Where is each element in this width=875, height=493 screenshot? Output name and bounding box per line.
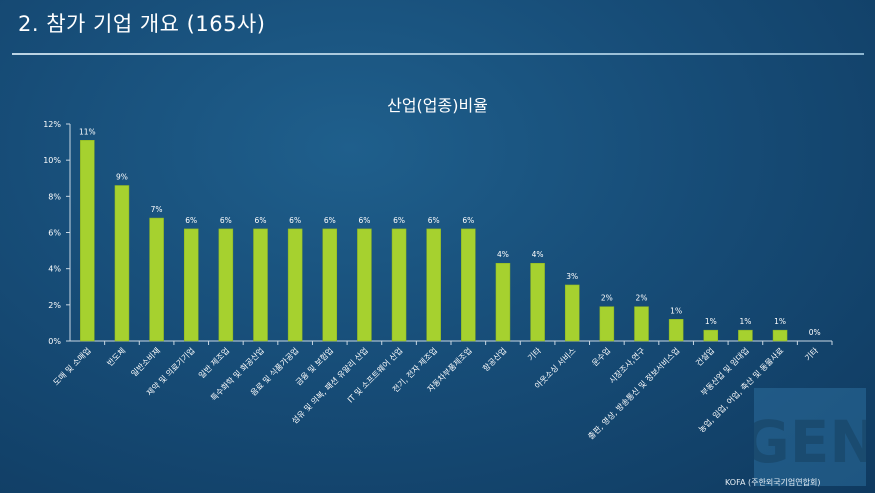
x-tick-label: 반도체 (105, 345, 128, 368)
data-label: 2% (636, 294, 648, 303)
data-label: 4% (532, 250, 544, 259)
bar (357, 228, 372, 342)
slide-title: 2. 참가 기업 개요 (165사) (18, 12, 266, 36)
x-tick-label: 항공산업 (480, 345, 508, 373)
gen-logo: GEN (754, 388, 866, 486)
y-tick-label: 6% (48, 229, 61, 238)
data-label: 6% (324, 216, 336, 225)
data-label: 1% (739, 317, 751, 326)
y-tick-label: 10% (43, 156, 61, 165)
data-label: 6% (358, 216, 370, 225)
bar (564, 284, 580, 342)
y-tick-label: 8% (48, 192, 61, 201)
data-label: 2% (601, 294, 613, 303)
x-tick-label: 기타 (526, 346, 543, 363)
source-note: KOFA (주한외국기업연합회) (725, 478, 821, 487)
bar (322, 228, 338, 342)
bar (80, 140, 95, 342)
y-tick-label: 4% (48, 265, 61, 274)
bar (668, 319, 684, 342)
x-tick-label: 운수업 (590, 346, 612, 368)
y-tick-label: 2% (48, 301, 61, 310)
data-label: 1% (670, 306, 682, 315)
x-tick-label: 일반 제조업 (197, 346, 231, 380)
logo-text: GEN (754, 408, 866, 476)
data-label: 1% (705, 317, 717, 326)
data-label: 6% (462, 216, 474, 225)
y-tick-label: 12% (43, 120, 61, 129)
bar (253, 228, 268, 342)
bar (530, 262, 545, 342)
data-label: 6% (185, 216, 197, 225)
x-tick-label: 기타 (803, 346, 820, 363)
data-label: 6% (393, 216, 405, 225)
data-label: 6% (255, 216, 267, 225)
bar (114, 185, 130, 342)
data-label: 3% (566, 272, 578, 281)
bar (599, 306, 615, 342)
x-tick-label: 도매 및 소매업 (51, 345, 93, 387)
bar (426, 228, 441, 342)
data-label: 9% (116, 172, 128, 181)
data-label: 6% (220, 216, 232, 225)
data-label: 4% (497, 250, 509, 259)
x-tick-label: 건설업 (693, 345, 716, 368)
data-label: 11% (79, 127, 96, 136)
y-tick-label: 0% (48, 337, 61, 346)
data-label: 6% (428, 216, 440, 225)
bar (772, 329, 788, 342)
data-label: 7% (151, 205, 163, 214)
bar (218, 228, 234, 342)
chart-title: 산업(업종)비율 (387, 96, 488, 115)
bar (703, 329, 719, 342)
bar (391, 228, 407, 342)
bar (738, 329, 753, 342)
bar (634, 306, 649, 342)
data-label: 6% (289, 216, 301, 225)
bar (183, 228, 199, 342)
data-label: 1% (774, 317, 786, 326)
bar (287, 228, 303, 342)
x-tick-label: 일반소비재 (130, 346, 162, 378)
title-divider (12, 53, 864, 55)
data-label: 0% (809, 328, 821, 337)
bar (461, 228, 476, 342)
bar (149, 217, 164, 342)
bar (495, 262, 511, 342)
